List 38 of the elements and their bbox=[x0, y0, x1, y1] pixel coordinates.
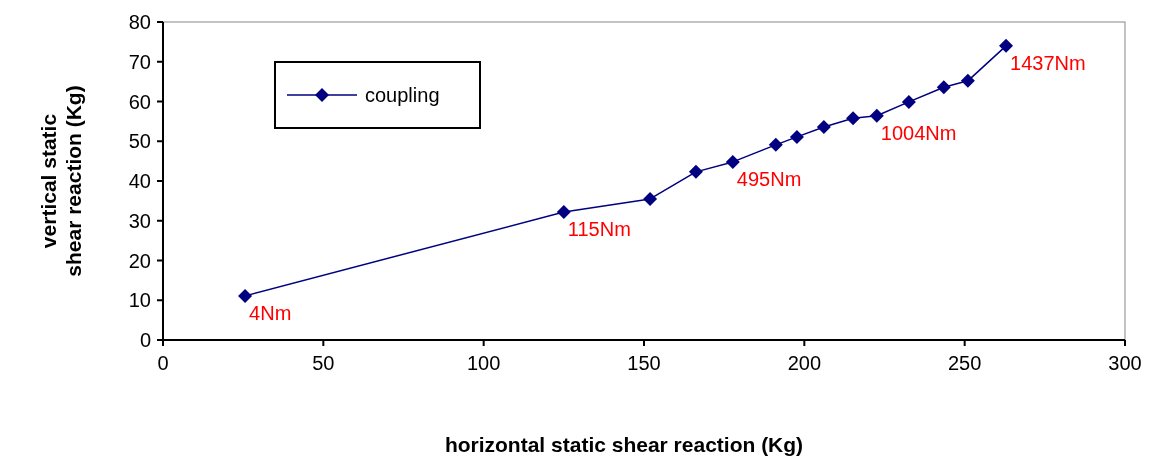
annotation: 1004Nm bbox=[880, 121, 957, 144]
x-tick-label: 200 bbox=[787, 352, 822, 374]
point bbox=[999, 38, 1014, 53]
point bbox=[846, 111, 861, 126]
x-tick-label: 150 bbox=[627, 352, 661, 374]
y-axis-title: vertical static shear reaction (Kg) bbox=[36, 85, 85, 277]
point bbox=[789, 129, 804, 144]
y-tick-label: 70 bbox=[128, 50, 151, 73]
y-tick-label: 20 bbox=[128, 249, 151, 272]
x-tick-label: 0 bbox=[157, 352, 169, 374]
point bbox=[869, 108, 884, 123]
point bbox=[238, 288, 253, 303]
x-tick-label: 300 bbox=[1108, 352, 1142, 374]
y-tick-label: 30 bbox=[128, 209, 151, 232]
x-axis-title: horizontal static shear reaction (Kg) bbox=[444, 433, 804, 456]
annotation: 115Nm bbox=[567, 218, 631, 241]
y-tick-label: 40 bbox=[128, 170, 151, 192]
point bbox=[816, 119, 831, 134]
annotation: 495Nm bbox=[736, 167, 802, 190]
point bbox=[960, 73, 975, 88]
point bbox=[688, 164, 703, 179]
x-tick-label: 50 bbox=[312, 352, 335, 374]
point bbox=[556, 205, 571, 219]
y-tick-label: 60 bbox=[128, 90, 151, 113]
annotation: 1437Nm bbox=[1010, 51, 1086, 74]
annotation: 4Nm bbox=[249, 301, 292, 324]
y-tick-label: 10 bbox=[128, 289, 151, 312]
y-tick-label: 80 bbox=[128, 11, 151, 33]
x-tick-label: 100 bbox=[466, 352, 501, 374]
point bbox=[936, 80, 951, 95]
point bbox=[643, 191, 658, 206]
point bbox=[901, 94, 916, 109]
point bbox=[768, 137, 783, 152]
y-tick-label: 0 bbox=[139, 329, 151, 351]
y-tick-label: 50 bbox=[128, 130, 151, 153]
legend-label: coupling bbox=[365, 84, 440, 106]
x-tick-label: 250 bbox=[947, 352, 982, 374]
point bbox=[725, 154, 740, 169]
